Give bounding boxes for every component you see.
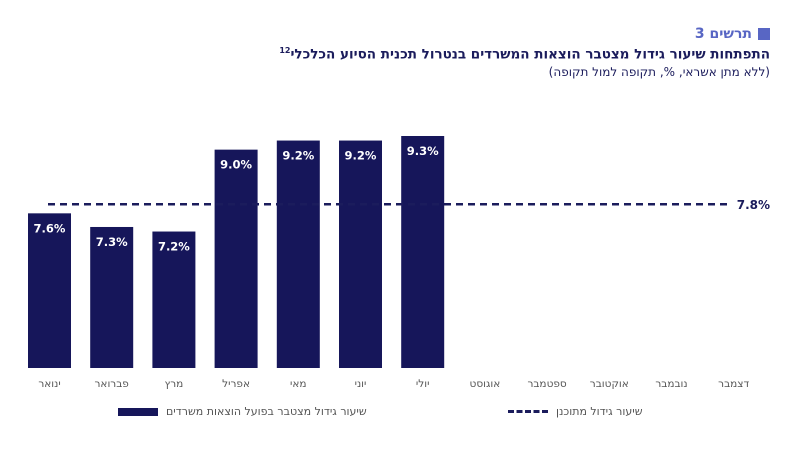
bar-1	[28, 213, 71, 368]
x-tick-label-4: אפריל	[222, 378, 250, 390]
bar-2	[90, 226, 134, 368]
data-label-1: 7.6%	[34, 221, 66, 235]
figure-label: תרשים 3	[279, 26, 770, 42]
x-tick-label-1: ינואר	[38, 378, 60, 390]
data-label-4: 9.0%	[220, 158, 252, 172]
figure-label-text: תרשים 3	[694, 26, 752, 42]
data-label-5: 9.2%	[282, 149, 314, 163]
x-tick-label-6: יוני	[355, 378, 367, 390]
footnote-ref: 12	[279, 46, 291, 55]
legend-planned: שיעור גידול מתוכנן	[508, 405, 643, 418]
chart-title: התפתחות שיעור גידול מצטבר הוצאות המשרדים…	[279, 46, 770, 63]
data-label-7: 9.3%	[407, 144, 439, 158]
bar-5	[276, 140, 320, 368]
x-tick-label-2: פברואר	[95, 378, 129, 390]
x-tick-label-9: ספטמבר	[527, 378, 566, 390]
bar-chart: 7.6% ינואר 7.3% פברואר 7.2% מרץ 9.0% אפריל 9.2% מ…	[28, 136, 770, 390]
bar-7	[401, 136, 445, 368]
x-tick-label-7: יולי	[416, 378, 430, 390]
bar-3	[152, 231, 196, 368]
bar-6	[339, 140, 382, 368]
data-label-3: 7.2%	[158, 240, 190, 254]
legend-actual: שיעור גידול מצטבר בפועל הוצאות משרדים	[118, 405, 367, 418]
chart-subtitle: (ללא מתן אשראי, %, תקופה למול תקופה)	[548, 64, 770, 79]
bar-4	[214, 149, 258, 368]
legend-actual-label: שיעור גידול מצטבר בפועל הוצאות משרדים	[166, 405, 367, 418]
chart-title-text: התפתחות שיעור גידול מצטבר הוצאות המשרדים…	[290, 46, 770, 63]
legend-dash-swatch	[508, 410, 548, 413]
x-tick-label-5: מאי	[290, 378, 307, 390]
x-tick-label-10: אוקטובר	[590, 378, 629, 390]
planned-growth-label: 7.8%	[737, 198, 770, 212]
data-label-6: 9.2%	[345, 149, 377, 163]
legend-planned-label: שיעור גידול מתוכנן	[556, 405, 643, 418]
x-tick-label-3: מרץ	[165, 378, 184, 390]
x-tick-label-12: דצמבר	[718, 378, 749, 390]
x-tick-label-8: אוגוסט	[470, 378, 501, 390]
chart-header: תרשים 3 התפתחות שיעור גידול מצטבר הוצאות…	[279, 26, 770, 79]
square-icon	[758, 28, 770, 40]
x-tick-label-11: נובמבר	[655, 378, 687, 390]
legend-bar-swatch	[118, 407, 158, 416]
data-label-2: 7.3%	[96, 235, 128, 249]
